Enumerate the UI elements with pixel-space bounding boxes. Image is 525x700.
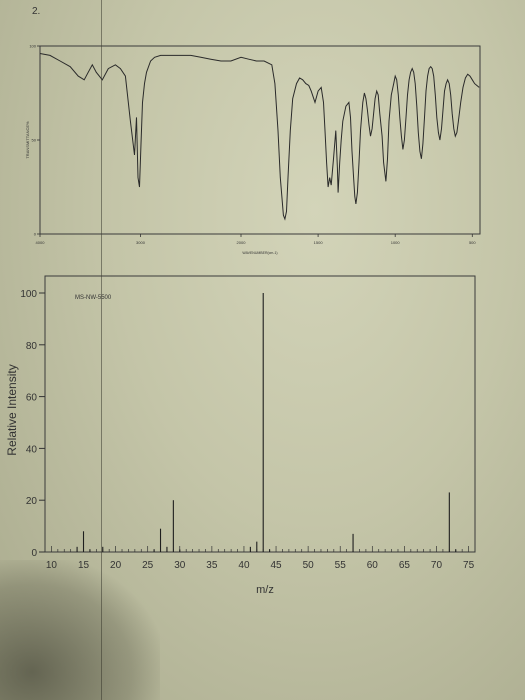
ms-x-tick-label: 70 bbox=[431, 560, 443, 571]
ms-y-ticks: 0 20 40 60 80 100 bbox=[20, 289, 45, 559]
ms-x-axis-label: m/z bbox=[256, 584, 274, 596]
ms-x-tick-label: 10 bbox=[46, 560, 58, 571]
ms-x-ticks: 10 15 20 25 30 35 40 45 50 55 60 65 70 75 bbox=[46, 546, 475, 571]
ms-bars bbox=[76, 293, 457, 552]
ir-y-ticks: 100 50 0 bbox=[29, 44, 40, 237]
ms-y-tick-label: 0 bbox=[31, 548, 37, 559]
ms-x-tick-label: 65 bbox=[399, 560, 411, 571]
ms-x-tick-label: 40 bbox=[238, 560, 250, 571]
ir-x-tick-label: 3000 bbox=[136, 240, 146, 245]
ms-y-tick-label: 80 bbox=[26, 341, 38, 352]
ms-x-tick-label: 75 bbox=[463, 560, 475, 571]
ms-plot-frame bbox=[44, 275, 476, 553]
ms-y-tick-label: 20 bbox=[26, 496, 38, 507]
ms-x-tick-label: 55 bbox=[335, 560, 347, 571]
ir-x-axis-label: WAVENUMBER(cm-1) bbox=[242, 251, 277, 255]
ir-y-tick-label: 100 bbox=[29, 44, 36, 49]
ir-y-tick-label: 50 bbox=[32, 138, 37, 143]
ms-y-tick-label: 60 bbox=[26, 393, 38, 404]
ir-transmittance-line bbox=[39, 53, 480, 221]
ms-y-axis-label: Relative Intensity bbox=[5, 364, 19, 455]
ms-annotation: MS-NW-5500 bbox=[75, 295, 112, 301]
ir-x-tick-label: 500 bbox=[469, 240, 476, 245]
ir-x-tick-label: 2000 bbox=[237, 240, 247, 245]
ms-x-tick-label: 50 bbox=[303, 560, 315, 571]
ms-x-tick-label: 35 bbox=[206, 560, 218, 571]
ms-x-tick-label: 20 bbox=[110, 560, 122, 571]
ms-y-tick-label: 100 bbox=[20, 289, 37, 300]
ms-x-tick-label: 15 bbox=[78, 560, 90, 571]
mass-spectrum-chart: MS-NW-5500 0 20 40 60 80 100 10 15 20 25 30 35 40 45… bbox=[5, 275, 476, 596]
ms-x-tick-label: 45 bbox=[270, 560, 282, 571]
ir-y-axis-label: TRANSMITTANCE% bbox=[25, 121, 30, 159]
paper-fold-line bbox=[101, 0, 102, 700]
ir-x-tick-label: 4000 bbox=[36, 240, 46, 245]
ms-x-tick-label: 25 bbox=[142, 560, 154, 571]
question-number: 2. bbox=[32, 6, 41, 17]
ms-x-tick-label: 30 bbox=[174, 560, 186, 571]
ir-x-tick-label: 1000 bbox=[391, 240, 401, 245]
ir-y-tick-label: 0 bbox=[34, 232, 37, 237]
ir-ticks: 4000 3000 2000 1500 1000 500 bbox=[36, 234, 476, 245]
ir-x-tick-label: 1500 bbox=[314, 240, 324, 245]
ms-y-tick-label: 40 bbox=[26, 444, 38, 455]
ms-x-tick-label: 60 bbox=[367, 560, 379, 571]
